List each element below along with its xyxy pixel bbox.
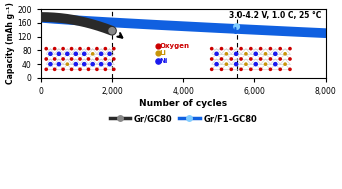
- Point: [61, 68, 66, 71]
- Point: [155, 59, 160, 62]
- Point: [277, 47, 283, 50]
- Point: [94, 68, 100, 71]
- Point: [111, 57, 117, 60]
- Point: [109, 29, 115, 32]
- Point: [263, 52, 268, 55]
- Point: [234, 52, 239, 55]
- Point: [65, 63, 70, 66]
- Point: [77, 57, 83, 60]
- Point: [73, 52, 79, 55]
- Point: [263, 63, 268, 66]
- Point: [243, 63, 249, 66]
- Point: [81, 63, 87, 66]
- Point: [258, 57, 263, 60]
- Point: [98, 63, 104, 66]
- Point: [98, 52, 104, 55]
- Point: [61, 47, 66, 50]
- Point: [253, 52, 259, 55]
- Point: [228, 47, 234, 50]
- Point: [111, 47, 117, 50]
- Point: [238, 47, 244, 50]
- Point: [248, 68, 253, 71]
- Text: Ni: Ni: [159, 58, 168, 64]
- Point: [90, 63, 95, 66]
- Point: [86, 47, 91, 50]
- Point: [253, 63, 259, 66]
- Point: [94, 47, 100, 50]
- Point: [224, 52, 229, 55]
- Point: [52, 68, 57, 71]
- Point: [90, 52, 95, 55]
- Point: [214, 63, 219, 66]
- Point: [73, 63, 79, 66]
- Point: [155, 52, 160, 55]
- Point: [243, 52, 249, 55]
- Point: [282, 52, 288, 55]
- Text: Li: Li: [159, 50, 166, 56]
- Point: [48, 63, 53, 66]
- Point: [111, 68, 117, 71]
- Point: [43, 57, 49, 60]
- Point: [43, 47, 49, 50]
- Point: [287, 57, 293, 60]
- Point: [86, 68, 91, 71]
- Point: [219, 57, 224, 60]
- Point: [238, 68, 244, 71]
- Point: [268, 68, 273, 71]
- Point: [107, 52, 112, 55]
- Point: [287, 47, 293, 50]
- Point: [219, 68, 224, 71]
- X-axis label: Number of cycles: Number of cycles: [139, 99, 227, 108]
- Point: [43, 68, 49, 71]
- Point: [282, 63, 288, 66]
- Point: [277, 57, 283, 60]
- Point: [52, 57, 57, 60]
- Point: [248, 47, 253, 50]
- Point: [48, 52, 53, 55]
- Point: [103, 47, 108, 50]
- Point: [224, 63, 229, 66]
- Point: [234, 25, 239, 28]
- Point: [258, 47, 263, 50]
- Point: [228, 57, 234, 60]
- Point: [81, 52, 87, 55]
- Point: [52, 47, 57, 50]
- Point: [69, 68, 74, 71]
- Point: [103, 68, 108, 71]
- Point: [268, 47, 273, 50]
- Point: [209, 68, 214, 71]
- Point: [61, 57, 66, 60]
- Point: [209, 57, 214, 60]
- Point: [94, 57, 100, 60]
- Point: [65, 52, 70, 55]
- Point: [56, 63, 62, 66]
- Point: [77, 47, 83, 50]
- Point: [56, 52, 62, 55]
- Point: [258, 68, 263, 71]
- Text: Oxygen: Oxygen: [159, 43, 189, 49]
- Point: [277, 68, 283, 71]
- Y-axis label: Capacity (mAh g⁻¹): Capacity (mAh g⁻¹): [5, 2, 15, 84]
- Point: [219, 47, 224, 50]
- Point: [228, 68, 234, 71]
- Point: [234, 63, 239, 66]
- Point: [273, 63, 278, 66]
- Point: [273, 52, 278, 55]
- Text: 3.0-4.2 V, 1.0 C, 25 °C: 3.0-4.2 V, 1.0 C, 25 °C: [229, 11, 321, 20]
- Point: [287, 68, 293, 71]
- Point: [209, 47, 214, 50]
- Point: [214, 52, 219, 55]
- Point: [268, 57, 273, 60]
- Point: [69, 47, 74, 50]
- Point: [103, 57, 108, 60]
- Point: [107, 63, 112, 66]
- Point: [77, 68, 83, 71]
- Point: [86, 57, 91, 60]
- Point: [248, 57, 253, 60]
- Point: [238, 57, 244, 60]
- Legend: Gr/GC80, Gr/F1-GC80: Gr/GC80, Gr/F1-GC80: [106, 111, 260, 127]
- Point: [69, 57, 74, 60]
- Point: [155, 45, 160, 48]
